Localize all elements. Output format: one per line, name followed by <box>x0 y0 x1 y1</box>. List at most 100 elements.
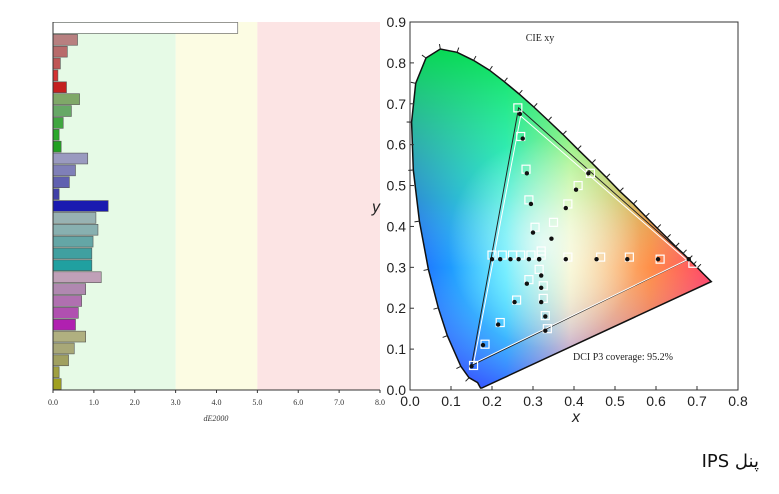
measured-point <box>520 136 525 141</box>
cie-y-tick-label: 0.9 <box>387 14 407 30</box>
de2000-chart: 0.0 1.0 2.0 3.0 4.0 5.0 6.0 7.0 8.0 dE2000 <box>48 22 385 423</box>
cie-x-axis-label: x <box>571 409 581 426</box>
reference-gamut-triangle <box>470 106 690 367</box>
de-bar <box>52 354 69 367</box>
locus-tick <box>421 54 427 59</box>
cie-x-tick-label: 0.7 <box>687 393 707 409</box>
measured-point <box>686 256 691 262</box>
measured-point <box>625 256 630 262</box>
caption: پنل IPS <box>701 451 759 472</box>
de-bar <box>52 247 93 260</box>
tolerance-zone-1 <box>175 22 258 390</box>
locus-tick <box>562 130 567 135</box>
cie-y-tick-label: 0.8 <box>387 55 407 71</box>
locus-tick <box>442 335 448 338</box>
measured-point <box>594 256 599 262</box>
locus-tick <box>456 47 460 53</box>
de-bar <box>52 188 60 200</box>
de-bar <box>52 200 109 212</box>
de-bar <box>52 57 61 70</box>
measured-point <box>498 256 503 262</box>
locus-tick <box>697 263 702 269</box>
locus-tick <box>656 224 662 229</box>
measured-point <box>539 285 544 290</box>
target-point <box>495 317 505 328</box>
cie-y-tick-label: 0.3 <box>387 259 407 275</box>
target-point <box>511 295 522 305</box>
cie-x-tick-label: 0.3 <box>523 393 543 409</box>
tolerance-zones <box>53 22 380 390</box>
de-bar <box>52 81 67 94</box>
de-bar <box>52 318 76 331</box>
de-bar <box>52 235 94 248</box>
cie-chart: 0.0 0.1 0.2 0.3 0.4 0.5 0.6 0.7 0.8 0.0 0.1 0.2 0.3… <box>371 14 748 426</box>
measured-point <box>539 299 544 305</box>
locus-tick <box>577 145 582 150</box>
measured-gamut-triangle <box>472 115 688 365</box>
locus-tick <box>606 173 611 178</box>
locus-tick <box>619 187 624 192</box>
target-point <box>530 222 540 232</box>
measured-point <box>563 205 568 211</box>
de-x-axis-label: dE2000 <box>204 414 229 423</box>
tolerance-zone-2 <box>257 22 380 390</box>
target-point <box>516 131 526 142</box>
locus-tick <box>423 268 429 271</box>
de-x-tick-label: 4.0 <box>212 398 222 407</box>
cie-x-tick-label: 0.8 <box>728 393 748 409</box>
cie-y-axis-label: y <box>371 199 381 216</box>
measured-point <box>469 364 474 369</box>
measured-point <box>563 256 568 262</box>
locus-tick <box>438 43 441 50</box>
cie-y-tick-label: 0.1 <box>387 341 407 357</box>
de-x-tick-label: 7.0 <box>334 398 344 407</box>
target-point <box>548 217 559 227</box>
de-bar <box>52 378 62 390</box>
cie-x-ticks: 0.0 0.1 0.2 0.3 0.4 0.5 0.6 0.7 0.8 <box>400 386 748 409</box>
de-bar <box>52 212 97 224</box>
de-x-tick-label: 8.0 <box>375 398 385 407</box>
de-bar <box>52 93 80 105</box>
target-point <box>624 252 634 262</box>
measured-point <box>495 322 501 327</box>
target-point <box>688 258 698 268</box>
cie-x-tick-label: 0.4 <box>564 393 584 409</box>
locus-tick <box>533 103 538 108</box>
measured-point <box>543 314 548 319</box>
measured-point <box>526 256 532 262</box>
de-bar <box>52 176 70 188</box>
measured-point <box>508 256 513 262</box>
measured-point <box>524 281 530 286</box>
de-x-tick-label: 2.0 <box>130 398 140 407</box>
de-bar <box>52 307 79 319</box>
locus-tick <box>547 116 552 121</box>
measured-point <box>528 201 534 207</box>
target-point <box>540 310 550 321</box>
locus-tick <box>645 212 650 217</box>
cie-y-ticks: 0.0 0.1 0.2 0.3 0.4 0.5 0.6 0.7 0.8 0.9 <box>387 14 414 398</box>
target-point <box>538 281 548 291</box>
measured-point <box>512 299 517 305</box>
cie-x-tick-label: 0.1 <box>441 393 461 409</box>
de-x-tick-label: 6.0 <box>293 398 303 407</box>
de-bar <box>52 283 87 295</box>
target-point <box>534 264 544 274</box>
de-bar <box>52 366 60 378</box>
locus-tick <box>518 89 523 95</box>
cie-y-tick-label: 0.7 <box>387 96 407 112</box>
de-x-tick-label: 3.0 <box>171 398 181 407</box>
measured-point <box>536 256 542 262</box>
de-bar <box>52 330 87 343</box>
locus-tick <box>489 65 493 71</box>
target-point <box>513 103 523 113</box>
locus-tick <box>473 55 477 61</box>
measured-point <box>539 273 544 278</box>
de-bar <box>52 45 68 58</box>
locus-tick <box>666 233 671 239</box>
measured-point <box>524 171 530 176</box>
locus-tick <box>410 81 416 84</box>
de-bar <box>52 117 64 129</box>
measured-point <box>480 342 486 348</box>
target-point <box>542 324 552 334</box>
